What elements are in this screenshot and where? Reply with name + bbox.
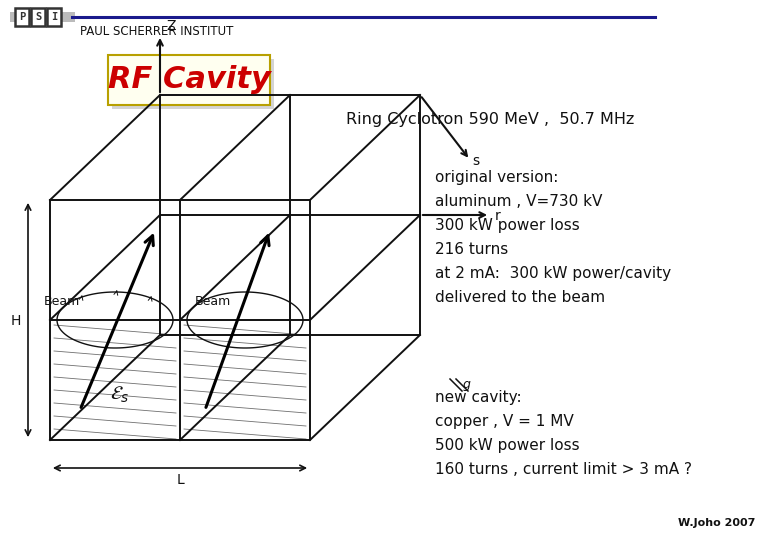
Text: Beam: Beam bbox=[195, 295, 231, 308]
Text: W.Joho 2007: W.Joho 2007 bbox=[678, 518, 755, 528]
Text: RF Cavity: RF Cavity bbox=[108, 65, 271, 94]
Text: s: s bbox=[472, 154, 479, 168]
Bar bbox=[15, 8, 29, 26]
Text: r: r bbox=[495, 209, 501, 223]
Text: new cavity:: new cavity: bbox=[435, 390, 522, 405]
Text: at 2 mA:  300 kW power/cavity: at 2 mA: 300 kW power/cavity bbox=[435, 266, 671, 281]
Bar bbox=[31, 8, 45, 26]
Text: 160 turns , current limit > 3 mA ?: 160 turns , current limit > 3 mA ? bbox=[435, 462, 692, 477]
Bar bbox=[10, 12, 75, 22]
Text: L: L bbox=[176, 473, 184, 487]
Text: Ring Cyclotron 590 MeV ,  50.7 MHz: Ring Cyclotron 590 MeV , 50.7 MHz bbox=[346, 112, 634, 127]
Text: copper , V = 1 MV: copper , V = 1 MV bbox=[435, 414, 574, 429]
Bar bbox=[112, 59, 274, 109]
Text: g: g bbox=[463, 378, 471, 391]
Text: 500 kW power loss: 500 kW power loss bbox=[435, 438, 580, 453]
Text: Beam: Beam bbox=[44, 295, 80, 308]
Text: original version:: original version: bbox=[435, 170, 558, 185]
Text: S: S bbox=[35, 12, 41, 22]
Text: delivered to the beam: delivered to the beam bbox=[435, 290, 605, 305]
Text: 216 turns: 216 turns bbox=[435, 242, 509, 257]
Text: $\mathcal{E}_s$: $\mathcal{E}_s$ bbox=[110, 385, 129, 406]
Text: P: P bbox=[19, 12, 25, 22]
Text: I: I bbox=[51, 12, 57, 22]
Text: PAUL SCHERRER INSTITUT: PAUL SCHERRER INSTITUT bbox=[80, 25, 233, 38]
Text: aluminum , V=730 kV: aluminum , V=730 kV bbox=[435, 194, 602, 209]
Text: H: H bbox=[11, 314, 21, 328]
Bar bbox=[108, 55, 270, 105]
Text: 300 kW power loss: 300 kW power loss bbox=[435, 218, 580, 233]
Bar bbox=[47, 8, 61, 26]
Text: Z: Z bbox=[166, 19, 176, 33]
